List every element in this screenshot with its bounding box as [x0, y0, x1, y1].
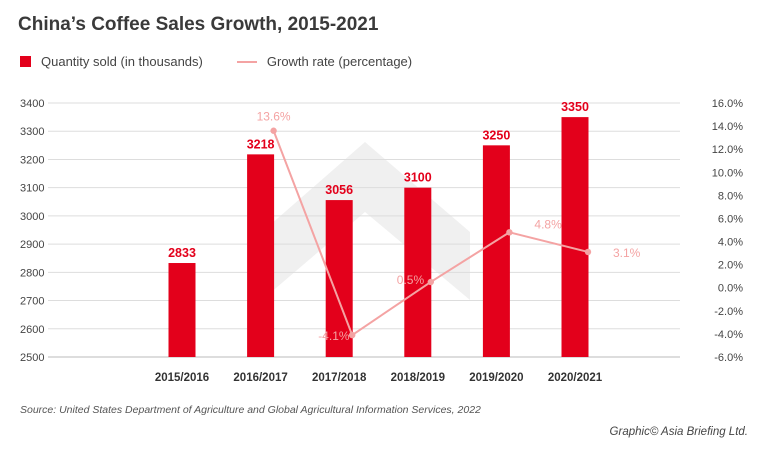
graphic-credit: Graphic© Asia Briefing Ltd.: [609, 426, 748, 438]
right-axis-tick: -4.0%: [714, 329, 743, 341]
left-axis-tick: 3400: [20, 98, 44, 110]
left-axis-tick: 3100: [20, 183, 44, 195]
right-axis-tick: 10.0%: [712, 167, 743, 179]
right-axis-tick: 4.0%: [718, 237, 743, 249]
chart-title: China’s Coffee Sales Growth, 2015-2021: [18, 14, 379, 35]
legend: Quantity sold (in thousands) Growth rate…: [20, 54, 412, 69]
left-axis-tick: 2500: [20, 352, 44, 364]
right-axis-tick: 16.0%: [712, 98, 743, 110]
bar: [482, 145, 510, 357]
bar: [404, 187, 432, 357]
right-axis-tick: 12.0%: [712, 144, 743, 156]
bar-value-label: 3350: [561, 100, 589, 114]
right-axis-tick: -2.0%: [714, 306, 743, 318]
growth-rate-point: [427, 278, 434, 286]
x-axis-category-label: 2020/2021: [548, 372, 603, 384]
bar-value-label: 3218: [247, 137, 275, 151]
source-note: Source: United States Department of Agri…: [20, 404, 481, 416]
right-axis-tick: -6.0%: [714, 352, 743, 364]
left-axis-tick: 3200: [20, 154, 44, 166]
x-axis-category-label: 2015/2016: [155, 372, 209, 384]
bar-value-label: 3100: [404, 171, 432, 185]
bar: [561, 117, 589, 357]
x-axis-category-label: 2019/2020: [469, 372, 523, 384]
growth-rate-label: -4.1%: [318, 329, 350, 343]
left-axis-tick: 2900: [20, 239, 44, 251]
left-axis-tick: 3300: [20, 126, 44, 138]
growth-rate-point: [270, 127, 277, 134]
growth-rate-point: [506, 229, 513, 236]
right-axis-tick: 6.0%: [718, 213, 743, 225]
left-axis-tick: 2700: [20, 296, 44, 308]
x-axis-category-label: 2017/2018: [312, 372, 367, 384]
x-axis-category-label: 2016/2017: [233, 372, 287, 384]
bar-value-label: 3250: [482, 128, 510, 142]
growth-rate-label: 3.1%: [613, 246, 641, 260]
right-axis-tick: 2.0%: [718, 260, 743, 272]
growth-rate-point: [349, 331, 356, 339]
left-axis-tick: 3000: [20, 211, 44, 223]
growth-rate-label: 4.8%: [534, 217, 562, 231]
bar: [247, 154, 275, 357]
legend-line-swatch: [236, 60, 257, 63]
growth-rate-label: 13.6%: [257, 110, 291, 124]
bar: [168, 263, 196, 357]
right-axis-tick: 14.0%: [712, 121, 743, 133]
growth-rate-point: [584, 248, 592, 256]
legend-bar-swatch: [20, 56, 31, 67]
x-axis-category-label: 2018/2019: [391, 372, 445, 384]
right-axis-tick: 8.0%: [718, 190, 743, 202]
growth-rate-label: 0.5%: [397, 273, 425, 287]
bar-value-label: 2833: [168, 246, 196, 260]
legend-line-label: Growth rate (percentage): [266, 54, 413, 69]
legend-bar-label: Quantity sold (in thousands): [41, 54, 203, 69]
right-axis-tick: 0.0%: [718, 283, 743, 295]
left-axis-tick: 2800: [20, 267, 44, 279]
bar-value-label: 3056: [325, 183, 353, 197]
left-axis-tick: 2600: [20, 324, 44, 336]
